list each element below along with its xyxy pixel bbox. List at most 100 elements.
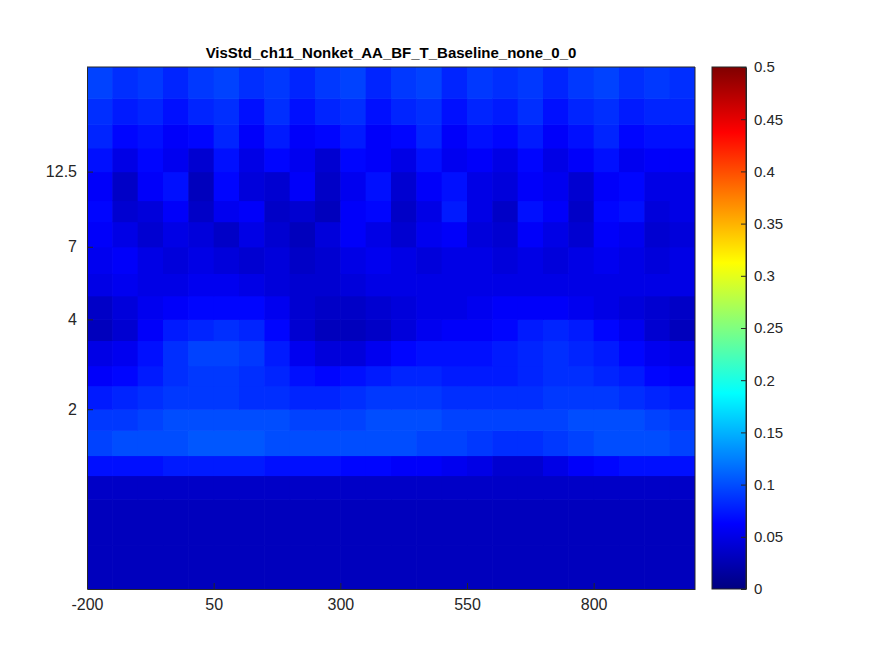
heatmap-cell	[163, 386, 189, 410]
heatmap-cell	[239, 545, 265, 589]
heatmap-cell	[214, 340, 240, 366]
heatmap-cell	[391, 455, 417, 476]
heatmap-cell	[518, 273, 544, 296]
colorbar	[712, 67, 746, 589]
heatmap-cell	[416, 386, 442, 410]
heatmap-cell	[568, 273, 594, 296]
tick-mark	[87, 319, 93, 320]
heatmap-cell	[391, 366, 417, 387]
heatmap-cell	[467, 201, 493, 223]
heatmap-cell	[492, 148, 518, 172]
heatmap-cell	[366, 366, 392, 387]
heatmap-cell	[644, 222, 670, 248]
heatmap-cell	[568, 409, 594, 431]
tick-mark	[741, 328, 746, 329]
heatmap-cell	[619, 499, 645, 546]
heatmap-cell	[214, 430, 240, 456]
tick-mark	[741, 537, 746, 538]
heatmap-cell	[138, 124, 164, 148]
heatmap-cell	[264, 430, 290, 456]
heatmap-cell	[290, 545, 316, 589]
heatmap-cell	[138, 273, 164, 296]
tick: 0.15	[741, 424, 783, 441]
heatmap-cell	[619, 67, 645, 99]
heatmap-cell	[543, 499, 569, 546]
heatmap-cell	[543, 201, 569, 223]
heatmap-cell	[112, 455, 138, 476]
heatmap-cell	[492, 222, 518, 248]
heatmap-cell	[619, 430, 645, 456]
heatmap-cell	[340, 430, 366, 456]
cells	[87, 67, 695, 589]
heatmap-cell	[340, 247, 366, 274]
heatmap-cell	[670, 340, 695, 366]
heatmap-cell	[492, 319, 518, 341]
tick-label: 2	[68, 401, 77, 418]
heatmap-cell	[87, 430, 113, 456]
heatmap-cell	[366, 222, 392, 248]
heatmap-cell	[670, 386, 695, 410]
heatmap-cell	[264, 545, 290, 589]
heatmap-cell	[264, 273, 290, 296]
heatmap-cell	[442, 545, 468, 589]
heatmap-cell	[619, 148, 645, 172]
heatmap-cell	[315, 273, 341, 296]
heatmap-cell	[492, 98, 518, 125]
heatmap-cell	[391, 148, 417, 172]
heatmap-cell	[290, 201, 316, 223]
tick: 0.45	[741, 111, 783, 128]
y-axis: 24712.5	[46, 68, 93, 590]
tick-mark	[741, 224, 746, 225]
heatmap-cell	[366, 148, 392, 172]
heatmap-cell	[163, 98, 189, 125]
heatmap-cell	[543, 430, 569, 456]
heatmap-cell	[568, 247, 594, 274]
heatmap-cell	[214, 148, 240, 172]
heatmap-cell	[87, 455, 113, 476]
heatmap-cell	[416, 222, 442, 248]
heatmap-cell	[264, 201, 290, 223]
heatmap-cell	[87, 247, 113, 274]
heatmap-cell	[670, 409, 695, 431]
heatmap-cell	[619, 124, 645, 148]
heatmap-cell	[366, 296, 392, 320]
heatmap-cell	[416, 475, 442, 499]
heatmap-cell	[543, 98, 569, 125]
heatmap-cell	[518, 319, 544, 341]
heatmap-cell	[543, 319, 569, 341]
tick-label: 0.2	[754, 372, 775, 389]
heatmap-cell	[87, 273, 113, 296]
heatmap-cell	[87, 499, 113, 546]
heatmap-cell	[644, 340, 670, 366]
heatmap-cell	[670, 148, 695, 172]
heatmap-cell	[239, 475, 265, 499]
heatmap-cell	[315, 222, 341, 248]
heatmap-cell	[442, 366, 468, 387]
heatmap-cell	[239, 409, 265, 431]
heatmap-cell	[416, 545, 442, 589]
heatmap-cell	[416, 409, 442, 431]
tick: 0.25	[741, 319, 783, 336]
tick-label: 550	[454, 596, 481, 613]
heatmap-cell	[492, 124, 518, 148]
heatmap-cell	[112, 201, 138, 223]
heatmap-cell	[670, 201, 695, 223]
heatmap-cell	[315, 499, 341, 546]
heatmap-cell	[644, 366, 670, 387]
heatmap-cell	[315, 545, 341, 589]
heatmap-cell	[594, 366, 620, 387]
heatmap-cell	[138, 172, 164, 202]
heatmap-cell	[340, 545, 366, 589]
heatmap-cell	[467, 340, 493, 366]
heatmap-cell	[670, 455, 695, 476]
heatmap-cell	[594, 148, 620, 172]
heatmap-cell	[163, 409, 189, 431]
heatmap-cell	[568, 124, 594, 148]
heatmap-cell	[239, 430, 265, 456]
heatmap-cell	[492, 455, 518, 476]
heatmap-cell	[442, 273, 468, 296]
heatmap-cell	[239, 67, 265, 99]
heatmap-cell	[366, 124, 392, 148]
heatmap-cell	[188, 296, 214, 320]
heatmap-cell	[112, 386, 138, 410]
